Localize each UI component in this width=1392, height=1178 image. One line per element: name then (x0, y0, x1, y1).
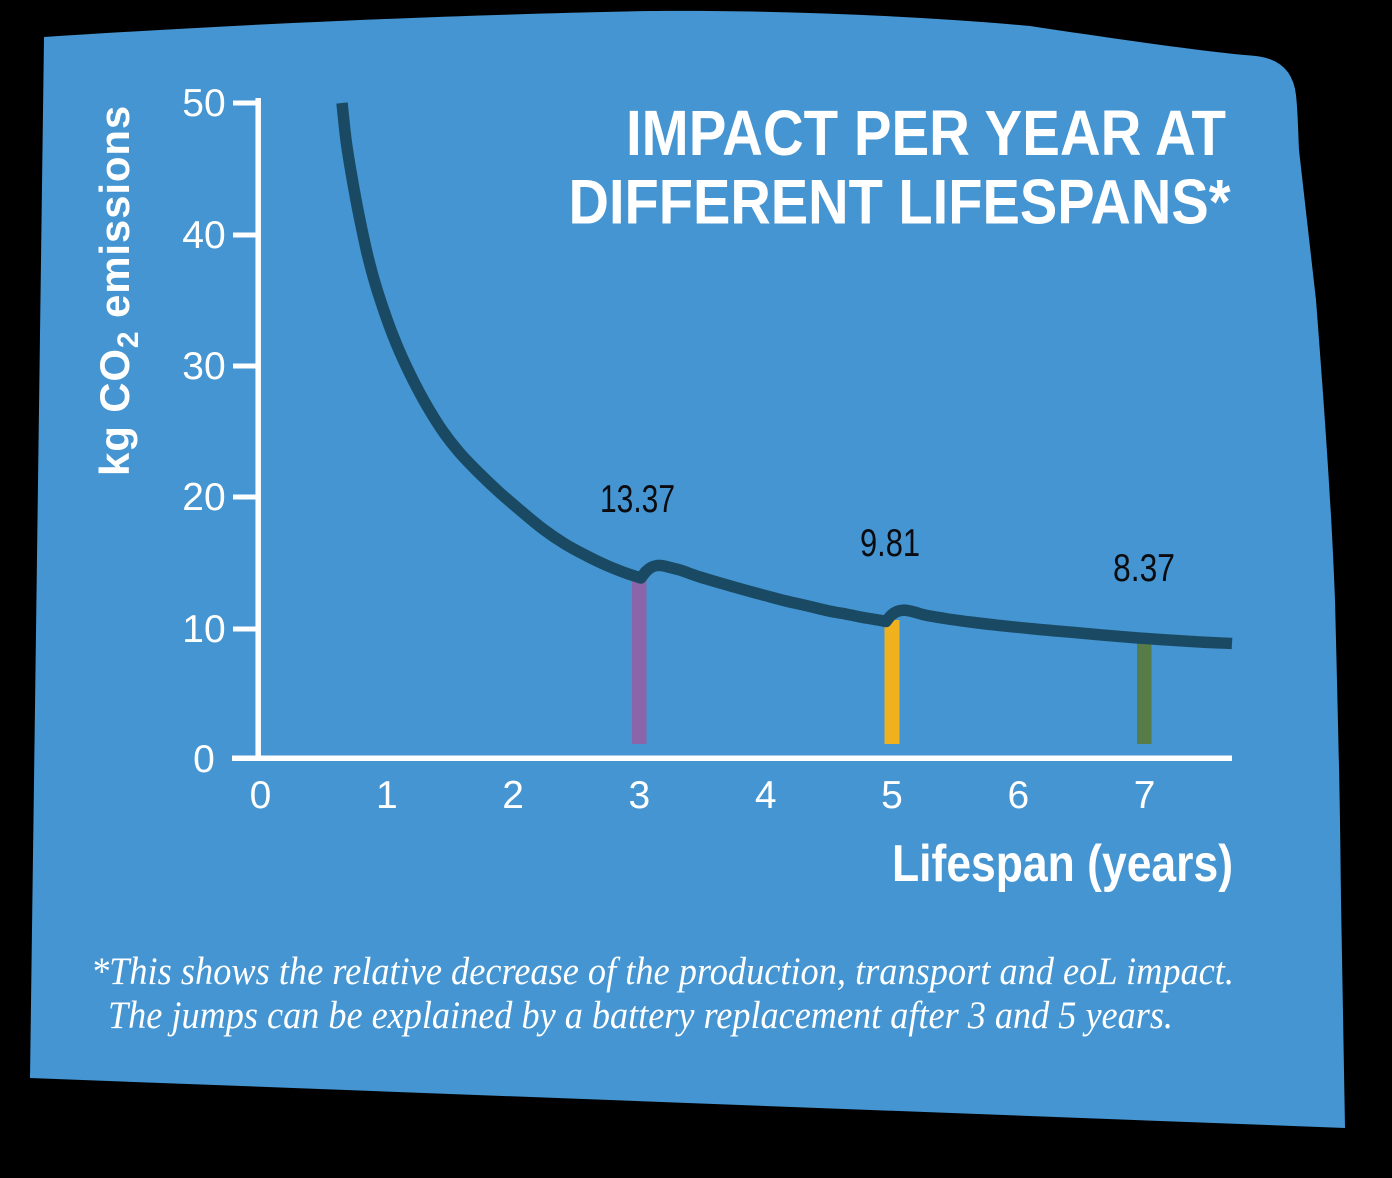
svg-text:13.37: 13.37 (600, 478, 675, 521)
svg-text:0: 0 (193, 738, 215, 781)
svg-text:8.37: 8.37 (1113, 547, 1175, 590)
svg-text:7: 7 (1134, 774, 1156, 817)
svg-text:0: 0 (250, 774, 272, 817)
svg-text:DIFFERENT LIFESPANS*: DIFFERENT LIFESPANS* (569, 168, 1231, 238)
svg-text:5: 5 (881, 774, 903, 817)
svg-text:6: 6 (1007, 774, 1029, 817)
svg-text:9.81: 9.81 (860, 522, 920, 565)
svg-text:4: 4 (755, 774, 777, 817)
svg-text:*This shows the relative decre: *This shows the relative decrease of the… (91, 950, 1234, 993)
svg-text:The jumps can be explained by: The jumps can be explained by a battery … (108, 994, 1173, 1037)
svg-text:20: 20 (182, 476, 225, 519)
svg-text:Lifespan (years): Lifespan (years) (892, 835, 1233, 893)
svg-text:10: 10 (182, 608, 225, 651)
svg-text:30: 30 (182, 345, 225, 388)
svg-text:kg CO2 emissions: kg CO2 emissions (91, 105, 145, 476)
svg-text:2: 2 (502, 774, 524, 817)
svg-text:50: 50 (182, 82, 225, 125)
svg-text:3: 3 (629, 774, 651, 817)
svg-text:IMPACT PER YEAR AT: IMPACT PER YEAR AT (626, 97, 1226, 169)
svg-text:40: 40 (182, 214, 225, 257)
svg-text:1: 1 (376, 774, 398, 817)
